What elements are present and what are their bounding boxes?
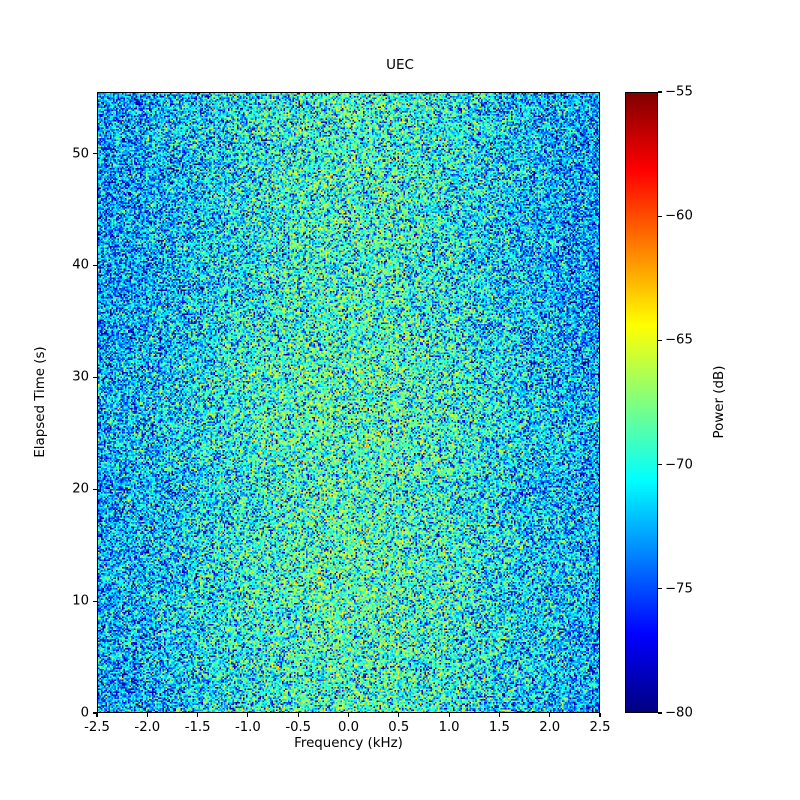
colorbar-tick-label: −60 — [665, 208, 693, 224]
y-tick-mark — [93, 264, 97, 266]
y-tick-label: 50 — [72, 146, 89, 162]
x-tick-mark — [347, 713, 350, 717]
x-tick-mark — [297, 713, 299, 717]
x-tick-label: -2.0 — [134, 720, 161, 735]
title-line-station: UEC — [386, 57, 414, 74]
colorbar-tick-mark — [658, 91, 662, 93]
y-tick-mark — [93, 600, 97, 602]
x-tick-label: -1.5 — [184, 720, 211, 735]
colorbar-tick-mark — [658, 712, 662, 714]
x-tick-mark — [247, 713, 249, 717]
y-tick-label: 30 — [72, 369, 89, 385]
colorbar-tick-label: −65 — [665, 332, 693, 348]
y-tick-label: 20 — [72, 481, 89, 497]
x-tick-mark — [146, 713, 148, 717]
y-tick-mark — [93, 488, 97, 490]
x-tick-mark — [398, 713, 400, 717]
colorbar-tick-mark — [658, 215, 662, 217]
colorbar-tick-label: −70 — [665, 457, 693, 473]
x-tick-mark — [549, 713, 551, 717]
colorbar-tick-mark — [658, 464, 662, 466]
y-tick-mark — [93, 376, 97, 378]
y-tick-label: 40 — [72, 257, 89, 273]
colorbar-label: Power (dB) — [712, 365, 727, 439]
y-tick-label: 0 — [80, 705, 89, 721]
x-tick-mark — [498, 713, 500, 717]
x-tick-mark — [197, 713, 199, 717]
x-tick-label: 2.5 — [589, 720, 611, 735]
colorbar-tick-mark — [658, 588, 662, 590]
x-tick-mark — [96, 713, 98, 717]
colorbar-tick-label: −75 — [665, 581, 693, 597]
spectrogram-plot-area[interactable] — [97, 92, 600, 713]
x-axis-label: Frequency (kHz) — [294, 736, 403, 751]
x-tick-label: -0.5 — [285, 720, 312, 735]
colorbar[interactable] — [625, 92, 658, 713]
x-tick-mark — [448, 713, 450, 717]
x-tick-label: 1.5 — [488, 720, 510, 735]
colorbar-tick-mark — [658, 339, 662, 341]
x-tick-label: 1.0 — [438, 720, 460, 735]
x-tick-mark — [599, 713, 601, 717]
spectrogram-heatmap — [98, 93, 599, 712]
x-tick-label: 0.5 — [388, 720, 410, 735]
y-axis-label: Elapsed Time (s) — [33, 346, 48, 458]
colorbar-tick-label: −80 — [665, 705, 693, 721]
colorbar-gradient — [626, 93, 657, 712]
y-tick-mark — [93, 712, 97, 714]
y-tick-label: 10 — [72, 593, 89, 609]
x-tick-label: -2.5 — [84, 720, 110, 735]
x-tick-label: 2.0 — [539, 720, 561, 735]
y-tick-mark — [93, 152, 97, 155]
x-tick-label: 0.0 — [338, 720, 359, 735]
colorbar-tick-label: −55 — [665, 84, 693, 100]
x-tick-label: -1.0 — [235, 720, 261, 735]
